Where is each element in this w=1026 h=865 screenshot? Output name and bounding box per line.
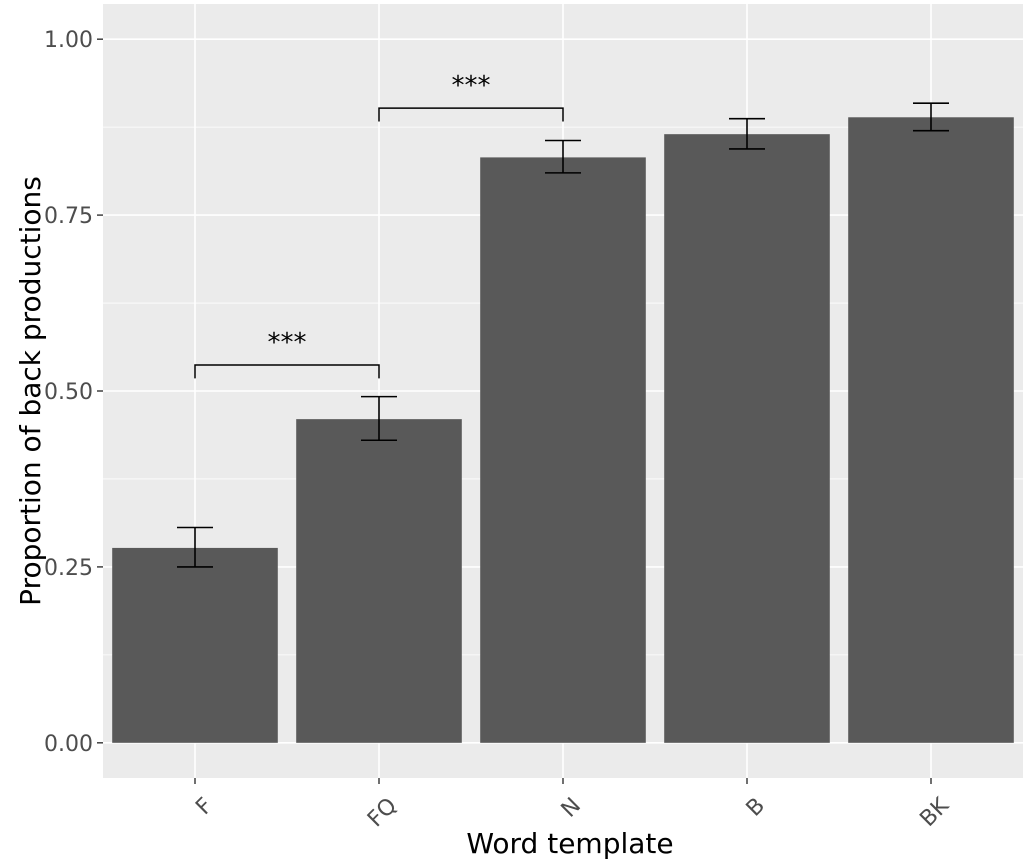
bar-B [664, 134, 830, 743]
x-axis: F FQ N B BK [191, 778, 954, 832]
bars-group [112, 117, 1014, 743]
significance-label: *** [452, 71, 491, 101]
significance-group: *** *** [194, 71, 564, 379]
error-bar-N [545, 139, 581, 174]
y-tick-label: 0.25 [44, 556, 93, 581]
significance-label: *** [268, 328, 307, 358]
y-tick-label: 0.50 [44, 380, 93, 405]
y-axis: 0.00 0.25 0.50 0.75 1.00 [44, 28, 103, 757]
significance-bracket-line [194, 364, 380, 379]
error-bar-F [177, 526, 213, 568]
bar-N [480, 157, 646, 743]
significance-bracket-2: *** [378, 71, 564, 122]
x-axis-title: Word template [466, 827, 673, 860]
y-axis-title: Proportion of back productions [14, 176, 47, 606]
y-tick-label: 1.00 [44, 28, 93, 53]
error-bar-B [729, 117, 765, 150]
significance-bracket-line [378, 107, 564, 122]
significance-bracket-1: *** [194, 328, 380, 379]
bar-FQ [296, 419, 462, 743]
y-tick-label: 0.75 [44, 204, 93, 229]
error-bar-FQ [361, 395, 397, 442]
x-tick-label-BK: BK [915, 793, 954, 832]
x-tick-label-N: N [557, 793, 586, 822]
x-tick-label-F: F [191, 793, 218, 820]
bar-BK [848, 117, 1014, 743]
bar-F [112, 547, 278, 743]
error-bar-BK [913, 102, 949, 132]
x-tick-label-FQ: FQ [363, 793, 402, 832]
x-tick-label-B: B [742, 793, 770, 821]
y-tick-label: 0.00 [44, 732, 93, 757]
error-bars-group [177, 102, 949, 568]
